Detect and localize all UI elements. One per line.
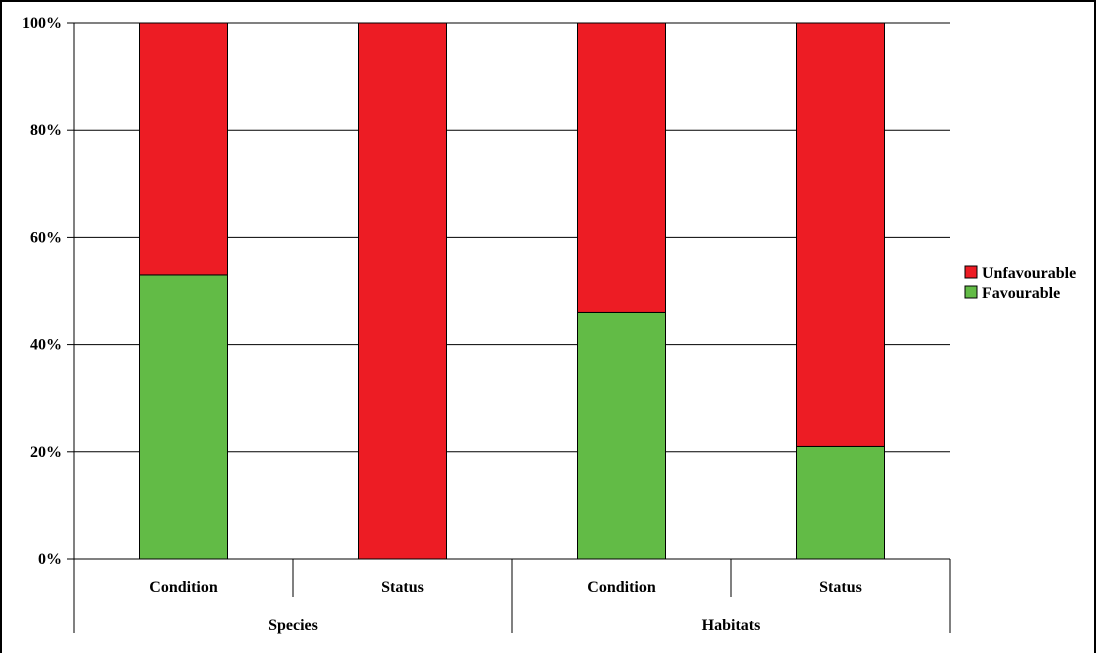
x-tick-label: Status xyxy=(819,579,862,596)
y-tick-label: 80% xyxy=(30,122,62,139)
bar-favourable-3 xyxy=(796,445,885,560)
bar-favourable-2 xyxy=(577,311,666,560)
y-tick-label: 100% xyxy=(22,15,62,32)
x-tick-label: Condition xyxy=(587,579,656,596)
legend-swatch-favourable xyxy=(964,285,978,299)
bar-unfavourable-0 xyxy=(139,22,228,276)
group-label: Species xyxy=(268,617,318,634)
bar-unfavourable-2 xyxy=(577,22,666,313)
legend-label-unfavourable: Unfavourable xyxy=(982,265,1076,282)
legend-label-favourable: Favourable xyxy=(982,285,1060,302)
group-label: Habitats xyxy=(702,617,761,634)
bar-unfavourable-3 xyxy=(796,22,885,447)
x-tick-label: Status xyxy=(381,579,424,596)
bar-favourable-0 xyxy=(139,274,228,560)
y-tick-label: 60% xyxy=(30,229,62,246)
y-tick-label: 40% xyxy=(30,337,62,354)
legend: Unfavourable Favourable xyxy=(964,265,1076,302)
x-tick-label: Condition xyxy=(149,579,218,596)
legend-swatch-unfavourable xyxy=(964,265,978,279)
bar-unfavourable-1 xyxy=(358,22,447,560)
y-tick-label: 0% xyxy=(38,551,62,568)
y-tick-labels: 0% 20% 40% 60% 80% 100% xyxy=(22,15,62,568)
bars xyxy=(139,22,885,560)
axes xyxy=(67,22,951,633)
y-tick-label: 20% xyxy=(30,444,62,461)
x-tick-labels: Condition Status Condition Status Species Hab… xyxy=(149,579,862,634)
